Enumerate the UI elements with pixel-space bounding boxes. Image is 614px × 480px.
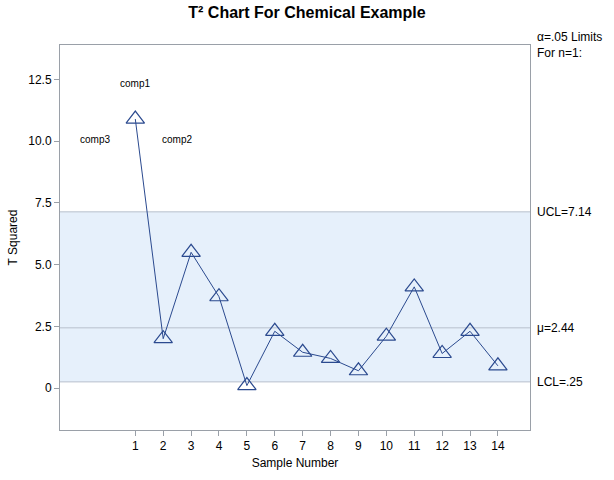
svg-text:5.0: 5.0	[35, 258, 52, 272]
svg-text:12.5: 12.5	[28, 73, 52, 87]
svg-text:10.0: 10.0	[28, 134, 52, 148]
svg-text:α=.05 LimitsFor n=1:: α=.05 LimitsFor n=1:	[537, 30, 602, 60]
svg-text:μ=2.44: μ=2.44	[537, 321, 575, 335]
svg-text:T Squared: T Squared	[6, 210, 20, 266]
svg-text:comp2: comp2	[162, 134, 192, 145]
svg-text:11: 11	[408, 439, 421, 453]
svg-text:9: 9	[355, 439, 362, 453]
svg-text:7.5: 7.5	[35, 196, 52, 210]
svg-text:comp1: comp1	[120, 78, 150, 89]
svg-text:UCL=7.14: UCL=7.14	[537, 205, 592, 219]
svg-text:12: 12	[435, 439, 449, 453]
svg-text:10: 10	[380, 439, 394, 453]
svg-text:14: 14	[491, 439, 505, 453]
svg-text:13: 13	[463, 439, 477, 453]
svg-text:2: 2	[160, 439, 167, 453]
svg-text:T² Chart For Chemical Example: T² Chart For Chemical Example	[188, 4, 425, 21]
svg-text:4: 4	[216, 439, 223, 453]
svg-text:comp3: comp3	[80, 134, 110, 145]
svg-text:8: 8	[327, 439, 334, 453]
svg-text:LCL=.25: LCL=.25	[537, 375, 583, 389]
svg-text:7: 7	[299, 439, 306, 453]
svg-text:Sample Number: Sample Number	[252, 456, 339, 470]
svg-text:3: 3	[188, 439, 195, 453]
svg-text:2.5: 2.5	[35, 320, 52, 334]
svg-text:5: 5	[244, 439, 251, 453]
svg-text:6: 6	[271, 439, 278, 453]
svg-text:1: 1	[132, 439, 139, 453]
svg-text:0: 0	[45, 381, 52, 395]
